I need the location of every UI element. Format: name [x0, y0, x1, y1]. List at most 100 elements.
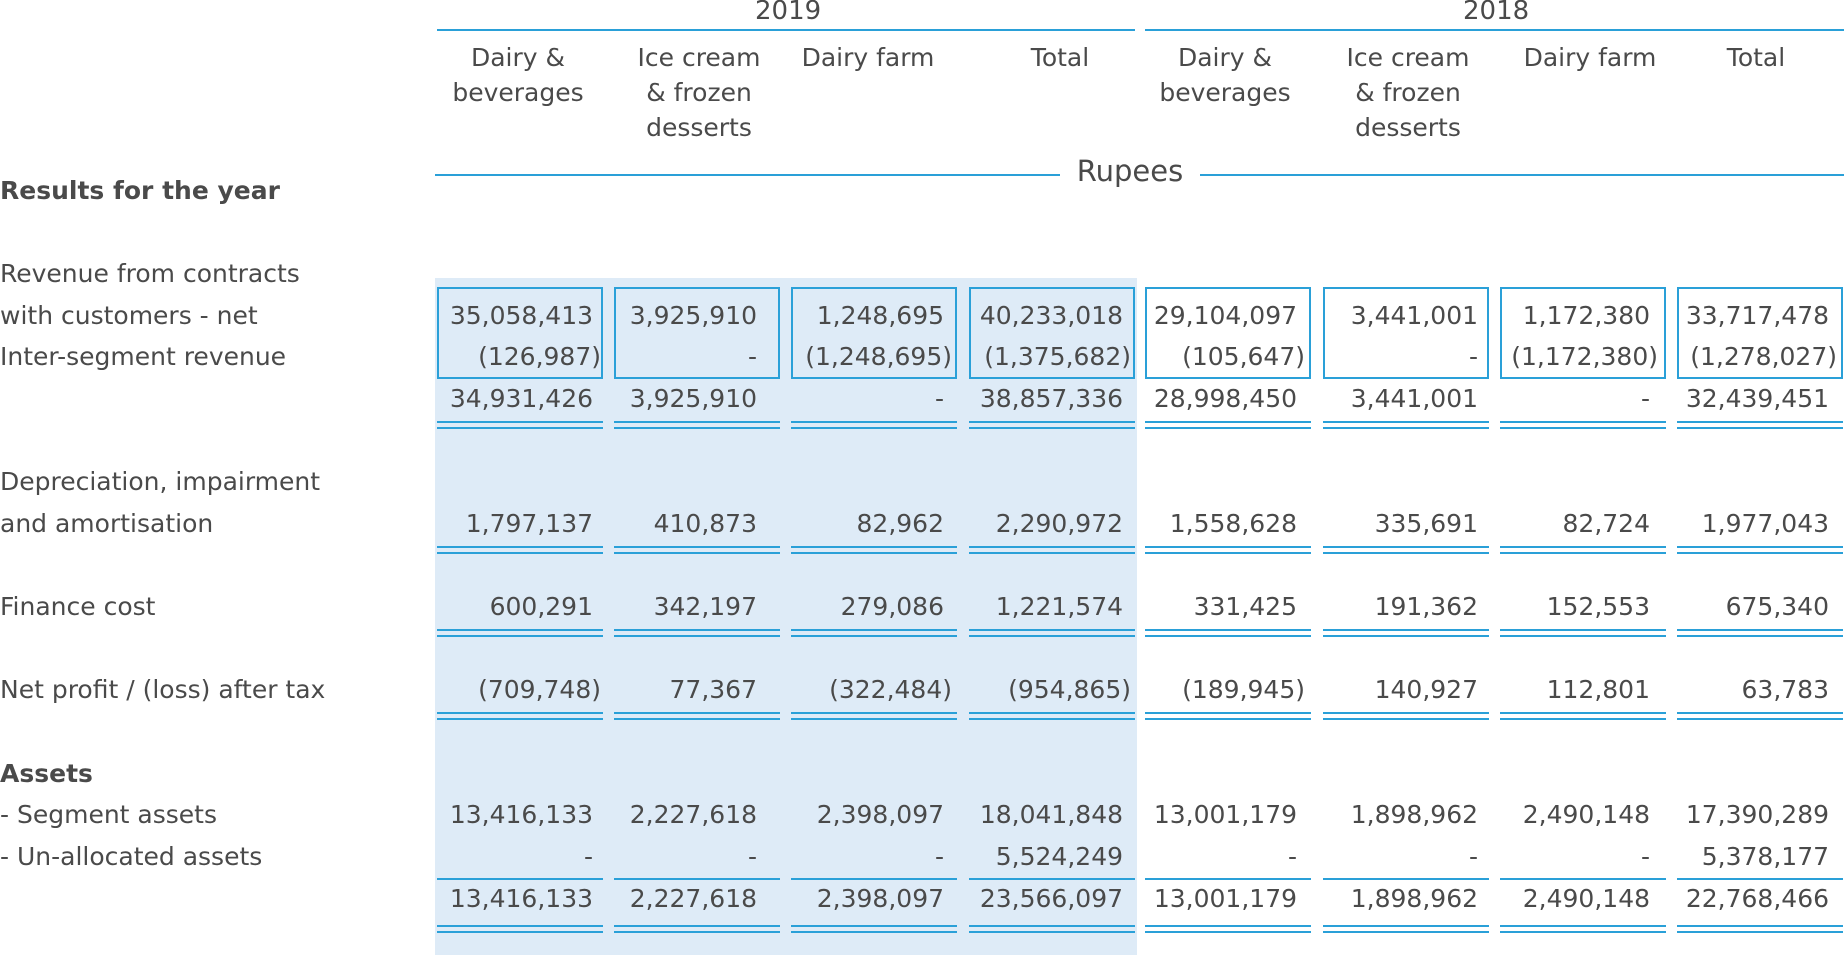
table-cell: 342,197	[653, 592, 757, 621]
table-cell: 2,490,148	[1522, 800, 1650, 829]
table-cell: 1,248,695	[816, 301, 944, 330]
double-underline	[1323, 421, 1489, 429]
double-underline	[1677, 421, 1843, 429]
table-cell: 600,291	[489, 592, 593, 621]
table-cell: 63,783	[1741, 675, 1829, 704]
single-underline	[1500, 878, 1666, 880]
table-cell: 1,977,043	[1701, 509, 1829, 538]
table-cell: 13,416,133	[449, 800, 593, 829]
table-cell: 29,104,097	[1153, 301, 1297, 330]
revenue-box	[791, 287, 957, 379]
table-cell: (954,865)	[1008, 675, 1131, 704]
rupees-rule-right	[1200, 174, 1844, 176]
double-underline	[969, 925, 1135, 933]
double-underline	[1145, 546, 1311, 554]
table-cell: 40,233,018	[979, 301, 1123, 330]
table-cell: (189,945)	[1182, 675, 1305, 704]
year-2019-rule	[437, 29, 1135, 31]
table-cell: 33,717,478	[1685, 301, 1829, 330]
unallocated-assets-label: - Un-allocated assets	[0, 842, 263, 871]
double-underline	[969, 421, 1135, 429]
table-cell: -	[1468, 342, 1478, 371]
double-underline	[1145, 629, 1311, 637]
double-underline	[1677, 925, 1843, 933]
column-header: Dairy farm	[801, 43, 935, 72]
table-cell: 38,857,336	[979, 384, 1123, 413]
table-cell: -	[747, 342, 757, 371]
table-cell: 3,925,910	[629, 301, 757, 330]
table-cell: 2,227,618	[629, 884, 757, 913]
table-cell: 35,058,413	[449, 301, 593, 330]
revenue-box	[969, 287, 1135, 379]
double-underline	[1145, 421, 1311, 429]
table-cell: 28,998,450	[1153, 384, 1297, 413]
year-2019-highlight	[435, 278, 1137, 955]
column-header: Dairy & beverages	[1159, 43, 1291, 107]
double-underline	[437, 421, 603, 429]
table-cell: 2,398,097	[816, 800, 944, 829]
year-2019-header: 2019	[755, 0, 822, 26]
column-header: Dairy farm	[1523, 43, 1657, 72]
table-cell: (1,172,380)	[1511, 342, 1658, 371]
table-cell: -	[583, 842, 593, 871]
single-underline	[437, 878, 603, 880]
depreciation-label-line1: Depreciation, impairment	[0, 467, 321, 496]
table-cell: 1,898,962	[1350, 800, 1478, 829]
double-underline	[969, 546, 1135, 554]
double-underline	[791, 712, 957, 720]
table-cell: 410,873	[653, 509, 757, 538]
table-cell: 3,925,910	[629, 384, 757, 413]
double-underline	[969, 712, 1135, 720]
rupees-rule-left	[435, 174, 1060, 176]
table-cell: 2,490,148	[1522, 884, 1650, 913]
table-cell: 1,558,628	[1169, 509, 1297, 538]
table-cell: 2,227,618	[629, 800, 757, 829]
double-underline	[1677, 546, 1843, 554]
table-cell: 1,221,574	[995, 592, 1123, 621]
double-underline	[791, 546, 957, 554]
double-underline	[437, 925, 603, 933]
double-underline	[1677, 629, 1843, 637]
single-underline	[1323, 878, 1489, 880]
column-header: Ice cream & frozen desserts	[637, 43, 761, 142]
table-cell: (1,375,682)	[984, 342, 1131, 371]
finance-cost-label: Finance cost	[0, 592, 156, 621]
table-cell: 1,797,137	[465, 509, 593, 538]
double-underline	[1323, 629, 1489, 637]
table-cell: 152,553	[1546, 592, 1650, 621]
table-cell: 34,931,426	[449, 384, 593, 413]
column-header: Dairy & beverages	[452, 43, 584, 107]
table-cell: (1,248,695)	[805, 342, 952, 371]
double-underline	[1323, 712, 1489, 720]
revenue-box	[437, 287, 603, 379]
table-cell: 5,524,249	[995, 842, 1123, 871]
double-underline	[614, 421, 780, 429]
revenue-box	[614, 287, 780, 379]
single-underline	[1145, 878, 1311, 880]
single-underline	[969, 878, 1135, 880]
double-underline	[1145, 925, 1311, 933]
double-underline	[1323, 546, 1489, 554]
revenue-box	[1500, 287, 1666, 379]
table-cell: (126,987)	[478, 342, 601, 371]
table-cell: 3,441,001	[1350, 384, 1478, 413]
table-cell: 279,086	[840, 592, 944, 621]
table-cell: 23,566,097	[979, 884, 1123, 913]
segment-assets-label: - Segment assets	[0, 800, 217, 829]
table-cell: 191,362	[1374, 592, 1478, 621]
double-underline	[437, 629, 603, 637]
double-underline	[1145, 712, 1311, 720]
table-cell: 1,898,962	[1350, 884, 1478, 913]
year-2018-header: 2018	[1463, 0, 1530, 26]
table-cell: (709,748)	[478, 675, 601, 704]
double-underline	[614, 925, 780, 933]
revenue-box	[1145, 287, 1311, 379]
inter-segment-label: Inter-segment revenue	[0, 342, 287, 371]
revenue-box	[1323, 287, 1489, 379]
table-cell: (322,484)	[829, 675, 952, 704]
assets-heading: Assets	[0, 759, 93, 788]
table-cell: 13,001,179	[1153, 884, 1297, 913]
double-underline	[1500, 925, 1666, 933]
double-underline	[1500, 421, 1666, 429]
double-underline	[1500, 546, 1666, 554]
